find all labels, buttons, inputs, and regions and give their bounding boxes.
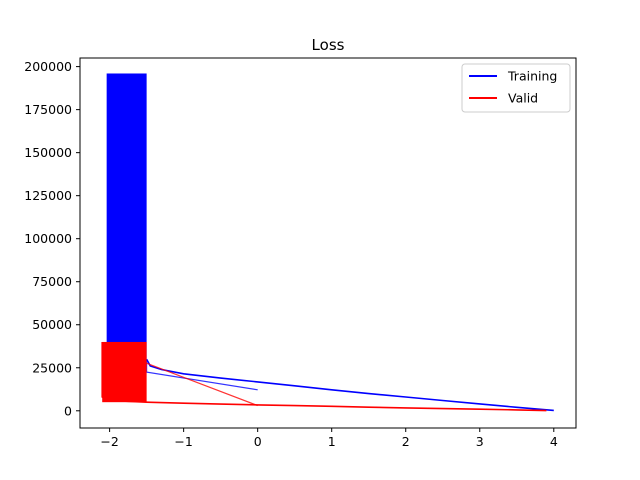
x-tick-label: 2 [402, 434, 410, 449]
y-tick-label: 200000 [24, 59, 72, 74]
training-line [145, 358, 554, 412]
y-tick-label: 150000 [24, 145, 72, 160]
legend-valid-label: Valid [508, 91, 538, 106]
y-tick-label: 0 [64, 403, 72, 418]
x-tick-label: 3 [476, 434, 484, 449]
x-axis: −2 −1 0 1 2 3 4 [100, 428, 558, 449]
x-tick-label: 1 [328, 434, 336, 449]
y-tick-label: 100000 [24, 231, 72, 246]
y-tick-label: 25000 [32, 360, 72, 375]
x-tick-label: −2 [100, 434, 118, 449]
chart-title: Loss [312, 36, 345, 54]
series-layer [101, 73, 554, 412]
y-tick-label: 175000 [24, 102, 72, 117]
training-decay-fan [146, 359, 258, 391]
valid-line [101, 342, 547, 412]
valid-decay-fan [101, 342, 258, 407]
training-oscillation-band [106, 73, 147, 360]
y-tick-label: 50000 [32, 317, 72, 332]
valid-oscillation-band [102, 341, 147, 403]
legend-training-label: Training [507, 69, 557, 84]
x-tick-label: 0 [254, 434, 262, 449]
x-tick-label: −1 [174, 434, 192, 449]
y-tick-label: 75000 [32, 274, 72, 289]
y-axis: 0 25000 50000 75000 100000 125000 150000 175000… [24, 59, 80, 418]
legend: Training Valid [461, 63, 571, 113]
plot-frame [79, 57, 577, 429]
x-tick-label: 4 [550, 434, 558, 449]
y-tick-label: 125000 [24, 188, 72, 203]
